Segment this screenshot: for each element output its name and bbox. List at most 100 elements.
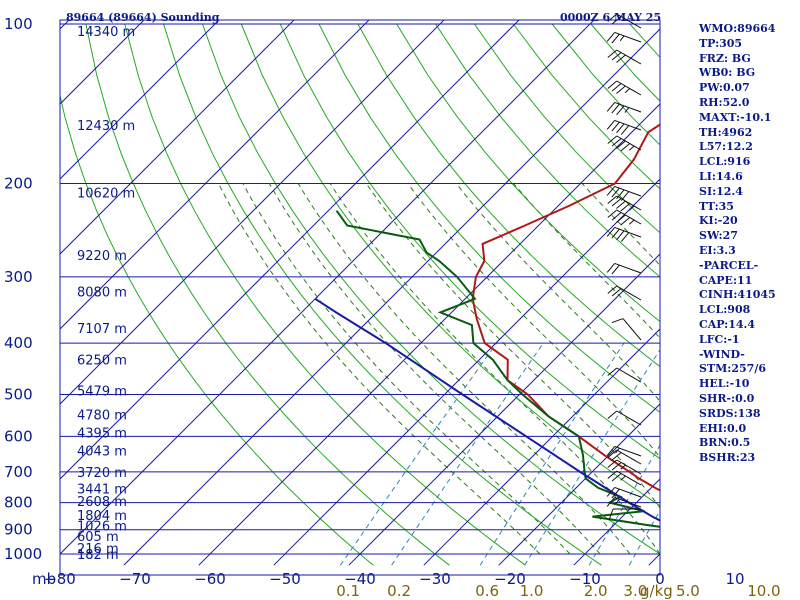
index-item: TP:305	[699, 36, 743, 50]
height-label: 4043 m	[77, 445, 127, 460]
mixing-ratio-label: 2.0	[584, 582, 608, 600]
wind-barb-flag	[616, 189, 625, 200]
wind-barb-flag	[611, 103, 620, 114]
dry-adiabat-line	[60, 93, 374, 566]
temperature-profile-line	[471, 123, 660, 492]
wind-barb-shaft	[616, 410, 642, 426]
index-item: MAXT:-10.1	[699, 110, 772, 124]
wind-barb-half-flag	[619, 35, 625, 42]
mixing-ratio-line	[588, 444, 660, 566]
wind-barb-flag	[611, 318, 624, 324]
moist-adiabat-line	[242, 183, 571, 555]
isotherm-line	[123, 28, 660, 566]
wind-barb-flag	[607, 367, 618, 376]
wind-barb	[607, 470, 642, 486]
wind-barb-flag	[611, 452, 622, 461]
wind-barb-flag	[611, 187, 620, 198]
wind-barb	[606, 486, 642, 499]
index-item: L57:12.2	[699, 140, 753, 154]
height-label: 6250 m	[77, 354, 127, 369]
index-item: -PARCEL-	[699, 258, 759, 272]
temperature-tick-label: −50	[269, 570, 301, 588]
wind-barb-flag	[616, 214, 626, 223]
pressure-tick-label: 700	[4, 463, 33, 481]
wind-barb-flag	[616, 105, 625, 116]
index-item: SRDS:138	[699, 406, 761, 420]
wind-barb-flag	[616, 85, 626, 94]
mixing-ratio-label: 0.1	[336, 582, 360, 600]
mixing-ratio-label: 0.6	[475, 582, 499, 600]
wind-barb-flag	[611, 52, 622, 61]
wind-barb-flag	[606, 497, 616, 507]
dewpoint-profile-line	[335, 210, 660, 528]
wind-barb-flag	[611, 83, 622, 92]
wind-barb	[611, 318, 642, 341]
height-label: 2608 m	[77, 495, 127, 510]
dry-adiabat-line	[396, 23, 660, 323]
wind-barb-half-flag	[620, 464, 626, 470]
isotherm-line	[0, 12, 2, 565]
wind-barb-flag	[611, 212, 622, 221]
wind-barb-flag	[620, 203, 631, 212]
height-label: 605 m	[77, 530, 119, 545]
mixing-ratio-line	[391, 342, 544, 566]
wind-barb-flag	[607, 470, 618, 479]
index-item: PW:0.07	[699, 81, 750, 95]
wind-barb-flag	[611, 138, 622, 147]
index-item: LCL:916	[699, 155, 751, 169]
index-item: STM:257/6	[699, 362, 766, 376]
pressure-tick-label: 500	[4, 385, 33, 403]
wind-barb	[607, 195, 642, 212]
wind-barb-flag	[606, 263, 616, 273]
wind-barb-flag	[607, 49, 618, 58]
wind-barb-flag	[611, 488, 620, 499]
isotherm-line	[498, 403, 660, 566]
wind-barb-flag	[607, 410, 618, 419]
index-item: BRN:0.5	[699, 436, 751, 450]
wind-barb-shaft	[616, 80, 642, 96]
height-label: 3720 m	[77, 466, 127, 481]
dry-adiabat-line	[85, 23, 450, 566]
wind-barb-half-flag	[629, 145, 635, 151]
mixing-ratio-label: 1.0	[520, 582, 544, 600]
mixing-ratio-line	[628, 509, 660, 566]
wind-barb	[607, 367, 642, 383]
isotherm-line	[60, 20, 295, 255]
isotherm-line	[60, 20, 595, 555]
dry-adiabat-line	[318, 23, 660, 413]
pressure-tick-label: 300	[4, 268, 33, 286]
isotherm-line	[273, 178, 660, 566]
wind-barb-flag	[607, 80, 618, 89]
wind-barb-flag	[611, 473, 622, 482]
wind-barb-flag	[606, 487, 616, 497]
wind-barb-half-flag	[624, 88, 631, 94]
height-label: 14340 m	[77, 25, 135, 40]
index-item: KI:-20	[699, 214, 738, 228]
height-label: 12430 m	[77, 119, 135, 134]
wind-barb-flag	[620, 125, 630, 135]
wind-barb-flag	[620, 143, 631, 152]
isotherm-line	[60, 20, 520, 480]
pressure-tick-label: 900	[4, 521, 33, 539]
wind-barb-shaft	[614, 226, 642, 238]
mixing-ratio-label: 0.2	[387, 582, 411, 600]
wind-barb	[608, 508, 641, 521]
pressure-tick-label: 100	[4, 15, 33, 33]
wind-barb-flag	[620, 191, 630, 201]
mixing-ratio-unit: g/kg	[640, 582, 673, 600]
wind-barb-flag	[607, 449, 618, 458]
parcel-profile-line	[314, 297, 660, 522]
wind-barb-flag	[611, 462, 622, 471]
wind-barb-flag	[616, 140, 626, 149]
index-item: CAP:14.4	[699, 317, 756, 331]
wind-barb-flag	[607, 195, 618, 204]
wind-barb-shaft	[622, 318, 642, 341]
index-item: -WIND-	[699, 347, 745, 361]
index-item: HEL:-10	[699, 377, 750, 391]
wind-barb-flag	[611, 121, 620, 132]
wind-barb	[606, 31, 642, 44]
wind-barb	[606, 119, 642, 135]
pressure-tick-label: 800	[4, 494, 33, 512]
wind-barb	[606, 262, 642, 275]
